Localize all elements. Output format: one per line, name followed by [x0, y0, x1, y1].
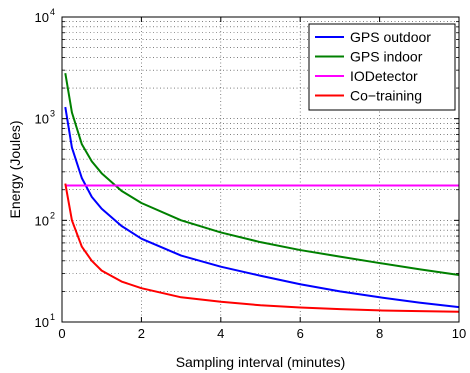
y-tick-label-exponent: 2	[50, 210, 55, 220]
x-tick-label: 6	[297, 326, 304, 341]
x-tick-label: 2	[138, 326, 145, 341]
x-tick-label: 4	[217, 326, 224, 341]
legend: GPS outdoor GPS indoor IODetector Co−traini…	[308, 23, 456, 111]
y-axis-label: Energy (Joules)	[7, 120, 23, 218]
series-lines	[64, 73, 460, 313]
plot-frame	[61, 16, 460, 323]
y-tick-label-base: 10	[35, 213, 49, 228]
series-line-gps-indoor	[64, 73, 460, 276]
x-axis-label: Sampling interval (minutes)	[176, 354, 346, 370]
legend-label-gps-outdoor: GPS outdoor	[350, 29, 431, 45]
y-tick-label-exponent: 1	[50, 312, 55, 322]
y-tick-label: 10 3	[35, 109, 55, 127]
y-tick-label-exponent: 4	[50, 7, 55, 17]
y-tick-label-base: 10	[35, 10, 49, 25]
x-tick-label: 8	[376, 326, 383, 341]
y-tick-label: 10 2	[35, 210, 55, 228]
legend-label-iodetector: IODetector	[350, 68, 418, 84]
x-tick-label: 10	[452, 326, 466, 341]
y-tick-label: 10 1	[35, 312, 55, 330]
x-axis-tick-labels: 0 2 4 6 8 10	[58, 326, 466, 341]
legend-label-gps-indoor: GPS indoor	[350, 49, 423, 65]
series-line-co-training	[64, 183, 460, 313]
axis-ticks	[61, 16, 460, 323]
y-tick-label-base: 10	[35, 112, 49, 127]
y-tick-label-exponent: 3	[50, 109, 55, 119]
y-tick-label-base: 10	[35, 315, 49, 330]
series-line-gps-outdoor	[64, 106, 460, 309]
y-tick-label: 10 4	[35, 7, 55, 25]
legend-label-co-training: Co−training	[350, 88, 422, 104]
x-tick-label: 0	[58, 326, 65, 341]
